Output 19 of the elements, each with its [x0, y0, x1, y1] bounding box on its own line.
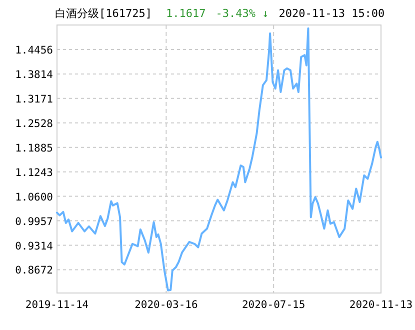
y-tick-label: 1.1243 — [15, 166, 53, 179]
y-tick-label: 1.1885 — [15, 142, 53, 154]
y-tick-label: 1.0600 — [15, 191, 53, 204]
y-tick-label: 1.3814 — [15, 68, 53, 81]
y-tick-label: 0.9957 — [15, 216, 53, 228]
y-tick-label: 0.9314 — [15, 240, 53, 252]
x-tick-label: 2019-11-14 — [25, 299, 89, 311]
text: -3.43% ↓ — [216, 7, 269, 20]
text: 2020-11-13 15:00 — [278, 7, 385, 20]
y-tick-label: 1.4456 — [15, 44, 53, 57]
x-tick-label: 2020-11-13 — [349, 299, 413, 311]
x-tick-label: 2020-03-16 — [134, 299, 198, 311]
x-tick-label: 2020-07-15 — [242, 299, 306, 311]
y-tick-label: 0.8672 — [15, 264, 53, 277]
y-tick-label: 1.3171 — [15, 93, 53, 106]
y-tick-label: 1.2528 — [15, 118, 53, 130]
text: 1.1617 — [166, 7, 206, 20]
chart-title: 白酒分级[161725] — [55, 7, 152, 20]
line-series — [56, 27, 382, 292]
